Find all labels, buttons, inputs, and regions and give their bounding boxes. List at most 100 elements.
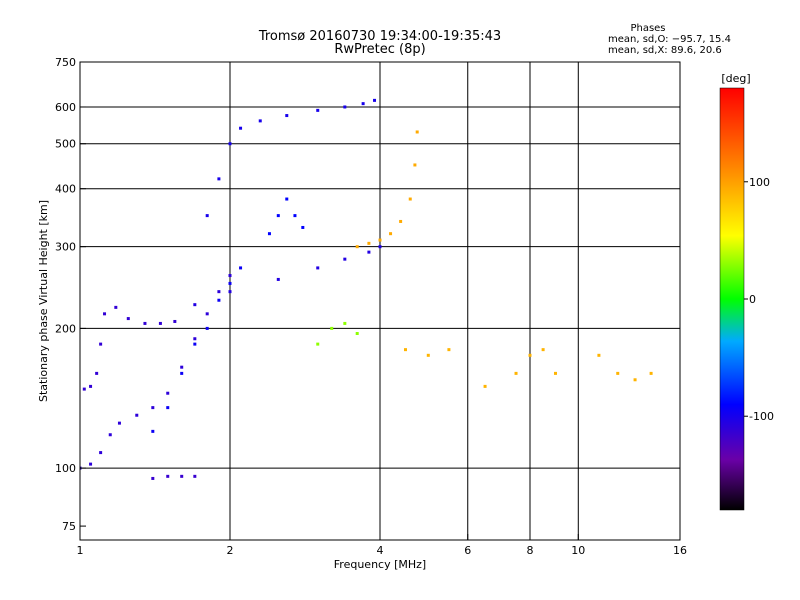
- data-point-5-6: [228, 281, 232, 285]
- data-point-5-7: [239, 266, 243, 270]
- data-point-7-3: [355, 332, 359, 336]
- data-point-2-0: [193, 303, 197, 307]
- data-point-0-8: [180, 365, 184, 369]
- data-point-2-3: [316, 266, 320, 270]
- y-tick-label-3: 300: [55, 241, 76, 254]
- data-point-2-2: [276, 277, 280, 281]
- data-point-5-5: [217, 298, 221, 302]
- data-point-1-9: [173, 319, 177, 323]
- y-tick-label-6: 600: [55, 101, 76, 114]
- data-point-9-6: [541, 348, 545, 352]
- data-point-3-8: [361, 102, 365, 106]
- colorbar-ticks: 100 0 -100: [744, 176, 774, 423]
- data-point-4-6: [413, 163, 417, 167]
- data-point-3-3: [239, 126, 243, 130]
- data-point-1-4: [103, 312, 107, 316]
- x-axis-label: Frequency [MHz]: [334, 558, 426, 571]
- data-point-3-7: [343, 105, 347, 109]
- data-point-9-1: [426, 353, 430, 357]
- data-point-1-7: [143, 321, 147, 325]
- y-tick-label-5: 500: [55, 138, 76, 151]
- data-point-8-2: [180, 474, 184, 478]
- data-point-4-0: [355, 245, 359, 249]
- data-point-9-2: [447, 348, 451, 352]
- x-tick-label-1: 2: [227, 544, 234, 557]
- stats-header: Phases: [630, 23, 665, 34]
- colorbar-tick-label-1: 0: [749, 293, 756, 306]
- data-point-5-2: [180, 371, 184, 375]
- data-point-1-0: [82, 387, 86, 391]
- data-point-6-1: [276, 214, 280, 218]
- colorbar-label: [deg]: [721, 72, 750, 85]
- x-tick-label-6: 16: [673, 544, 687, 557]
- data-point-2-5: [367, 250, 371, 254]
- axis-ticks: 1 2 4 6 8 10 16 75 100 200 300 400 500 600 750: [55, 56, 687, 557]
- data-point-1-2: [95, 371, 99, 375]
- data-point-6-2: [285, 197, 289, 201]
- data-point-0-10: [205, 312, 209, 316]
- data-point-5-3: [193, 342, 197, 346]
- data-point-0-4: [117, 421, 121, 425]
- data-point-9-5: [528, 353, 532, 357]
- y-tick-label-4: 400: [55, 183, 76, 196]
- data-point-0-3: [108, 433, 112, 437]
- colorbar-tick-label-2: -100: [749, 410, 774, 423]
- data-point-9-3: [483, 384, 487, 388]
- x-tick-label-3: 6: [464, 544, 471, 557]
- x-tick-label-2: 4: [377, 544, 384, 557]
- data-point-3-0: [205, 214, 209, 218]
- y-tick-label-2: 200: [55, 322, 76, 335]
- data-point-3-2: [228, 142, 232, 146]
- data-point-7-2: [343, 321, 347, 325]
- data-point-1-8: [158, 321, 162, 325]
- data-point-9-7: [553, 371, 557, 375]
- data-point-0-6: [151, 406, 155, 410]
- grid-lines: [80, 62, 680, 540]
- data-point-8-1: [166, 474, 170, 478]
- data-point-6-3: [293, 214, 297, 218]
- data-point-7-1: [330, 326, 334, 330]
- y-tick-label-1: 100: [55, 462, 76, 475]
- data-point-9-8: [597, 353, 601, 357]
- data-point-3-9: [373, 98, 377, 102]
- y-tick-label-0: 75: [62, 520, 76, 533]
- x-tick-label-0: 1: [77, 544, 84, 557]
- data-point-5-4: [205, 326, 209, 330]
- data-point-4-7: [415, 130, 419, 134]
- data-point-6-4: [301, 225, 305, 229]
- data-point-4-2: [378, 238, 382, 242]
- data-point-4-3: [389, 232, 393, 236]
- y-tick-label-7: 750: [55, 56, 76, 69]
- data-point-1-5: [114, 305, 118, 309]
- data-point-3-1: [217, 177, 221, 181]
- y-axis-label: Stationary phase Virtual Height [km]: [37, 200, 50, 402]
- data-points: [80, 98, 653, 480]
- data-point-4-5: [408, 197, 412, 201]
- data-point-9-11: [649, 371, 653, 375]
- data-point-0-5: [135, 413, 139, 417]
- data-point-9-4: [514, 371, 518, 375]
- data-point-3-5: [285, 114, 289, 118]
- data-point-4-1: [367, 241, 371, 245]
- data-point-0-9: [193, 337, 197, 341]
- data-point-7-0: [316, 342, 320, 346]
- data-point-0-7: [166, 391, 170, 395]
- data-point-3-4: [258, 119, 262, 123]
- stats-line-o: mean, sd,O: −95.7, 15.4: [608, 34, 731, 45]
- data-point-6-0: [267, 232, 271, 236]
- x-tick-label-4: 8: [527, 544, 534, 557]
- data-point-5-0: [151, 429, 155, 433]
- data-point-9-0: [403, 348, 407, 352]
- stats-line-x: mean, sd,X: 89.6, 20.6: [608, 45, 722, 56]
- data-point-0-1: [89, 462, 93, 466]
- data-point-8-0: [151, 476, 155, 480]
- data-point-1-6: [126, 317, 130, 321]
- data-point-1-1: [89, 384, 93, 388]
- chart-title: Tromsø 20160730 19:34:00-19:35:43: [258, 29, 501, 44]
- data-point-2-6: [378, 245, 382, 249]
- data-point-3-6: [316, 108, 320, 112]
- data-point-0-11: [217, 290, 221, 294]
- data-point-1-3: [99, 342, 103, 346]
- data-point-2-1: [228, 290, 232, 294]
